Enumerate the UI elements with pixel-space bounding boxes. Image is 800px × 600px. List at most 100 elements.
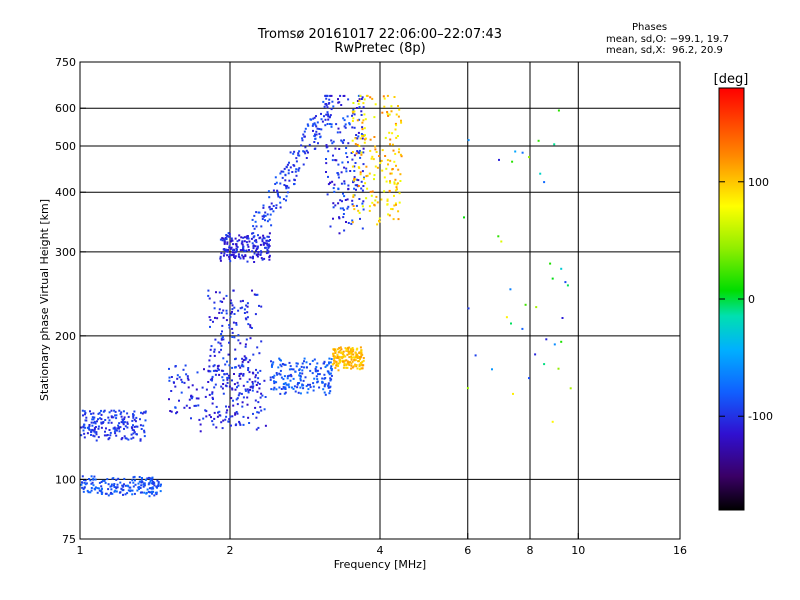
data-point — [266, 213, 269, 216]
data-point — [347, 161, 349, 164]
data-point — [360, 349, 363, 352]
data-point — [208, 393, 211, 396]
data-point — [213, 348, 216, 351]
data-point — [373, 174, 376, 177]
data-point — [227, 232, 230, 235]
data-point — [374, 165, 377, 168]
data-point — [307, 388, 310, 391]
data-point — [361, 137, 364, 140]
data-point — [393, 182, 396, 185]
y-tick-label: 75 — [62, 533, 76, 546]
data-point — [259, 243, 262, 246]
data-point — [217, 341, 220, 344]
x-tick-label: 10 — [571, 544, 585, 557]
data-point — [275, 181, 278, 184]
data-point — [394, 178, 397, 181]
data-point — [294, 370, 297, 373]
data-point — [369, 149, 372, 152]
data-point — [295, 168, 298, 171]
data-point — [213, 417, 216, 420]
data-point — [237, 253, 240, 256]
data-point — [195, 404, 198, 407]
data-point — [287, 383, 290, 386]
data-point — [116, 483, 119, 486]
data-point — [545, 338, 548, 341]
data-point — [108, 437, 111, 439]
data-point — [337, 173, 340, 176]
data-point — [259, 254, 262, 256]
data-point — [234, 412, 237, 415]
data-point — [246, 302, 249, 305]
data-point — [269, 208, 272, 211]
data-point — [113, 430, 116, 433]
data-point — [149, 480, 152, 483]
data-point — [267, 251, 270, 254]
data-point — [511, 160, 514, 163]
data-point — [211, 391, 214, 394]
data-point — [168, 376, 171, 379]
data-point — [235, 243, 238, 246]
data-point — [101, 479, 104, 482]
data-point — [324, 383, 327, 386]
data-point — [235, 249, 238, 252]
data-point — [228, 245, 231, 248]
data-point — [222, 297, 225, 300]
data-point — [343, 362, 346, 365]
data-point — [304, 152, 307, 155]
data-point — [114, 410, 117, 413]
data-point — [351, 120, 354, 122]
data-point — [298, 150, 301, 153]
data-point — [381, 149, 384, 152]
data-point — [222, 338, 225, 341]
data-point — [329, 379, 332, 382]
data-point — [109, 431, 112, 434]
data-point — [150, 482, 153, 485]
data-point — [354, 359, 357, 362]
data-point — [263, 408, 266, 411]
data-point — [121, 484, 124, 487]
data-point — [215, 291, 217, 294]
data-point — [205, 388, 208, 391]
data-point — [362, 147, 365, 150]
data-point — [96, 491, 99, 494]
data-point — [220, 385, 223, 388]
data-point — [99, 417, 102, 420]
data-point — [107, 416, 110, 419]
data-point — [351, 219, 354, 222]
data-point — [132, 481, 135, 484]
data-point — [92, 412, 95, 415]
data-point — [259, 396, 262, 399]
data-point — [240, 372, 243, 375]
data-point — [303, 135, 306, 138]
data-point — [300, 144, 303, 147]
data-point — [312, 129, 314, 132]
data-point — [353, 359, 356, 362]
data-point — [241, 363, 244, 366]
data-point — [107, 494, 110, 497]
data-point — [332, 206, 335, 209]
data-point — [279, 196, 281, 199]
data-point — [91, 429, 94, 432]
data-point — [357, 102, 360, 105]
data-point — [371, 201, 374, 204]
data-point — [186, 375, 189, 378]
data-point — [232, 404, 235, 407]
data-point — [375, 151, 378, 153]
data-point — [251, 232, 253, 235]
data-point — [271, 376, 274, 378]
data-point — [226, 381, 229, 384]
data-point — [242, 255, 245, 258]
data-point — [133, 431, 136, 434]
data-point — [228, 255, 231, 258]
data-point — [345, 147, 348, 149]
data-point — [83, 481, 86, 484]
data-point — [143, 435, 146, 438]
data-point — [97, 427, 100, 430]
data-point — [222, 309, 225, 312]
data-point — [393, 96, 396, 98]
data-point — [235, 423, 238, 426]
data-point — [223, 252, 226, 255]
data-point — [82, 414, 84, 417]
data-point — [227, 420, 230, 423]
data-point — [386, 159, 389, 162]
